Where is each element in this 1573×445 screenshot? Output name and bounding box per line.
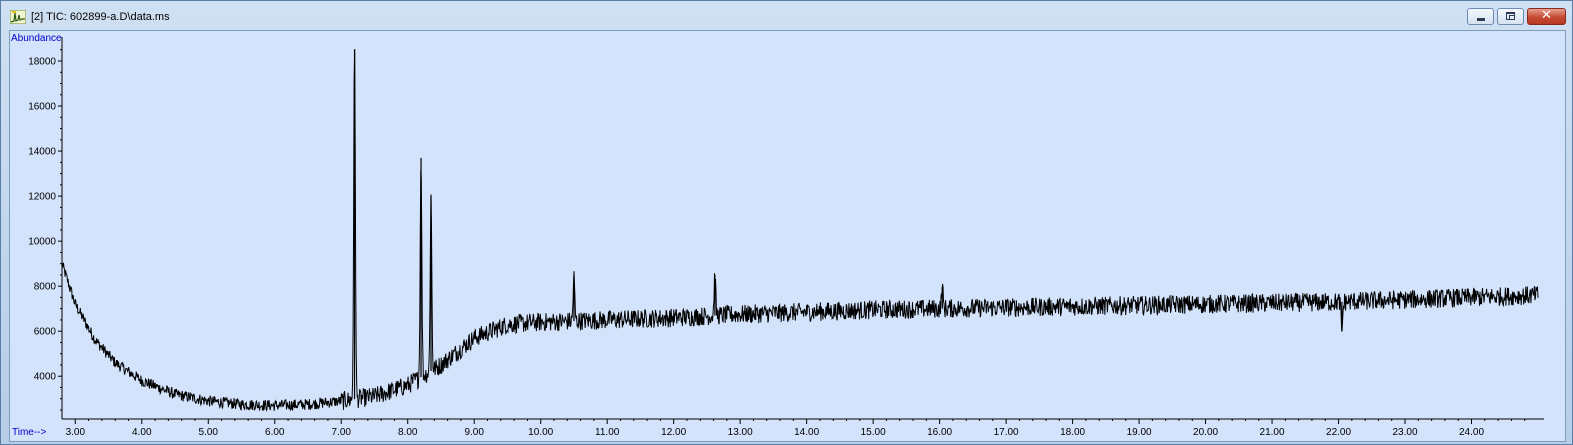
- x-tick-label: 3.00: [66, 427, 86, 438]
- y-tick-label: 14000: [28, 147, 56, 158]
- x-tick-label: 9.00: [464, 427, 484, 438]
- peak-markers: [353, 49, 1343, 400]
- x-tick-label: 24.00: [1459, 427, 1484, 438]
- y-tick-label: 4000: [34, 372, 57, 383]
- y-tick-label: 6000: [34, 327, 57, 338]
- x-tick-label: 14.00: [794, 427, 819, 438]
- x-tick-label: 16.00: [927, 427, 952, 438]
- x-tick-label: 5.00: [199, 427, 219, 438]
- x-tick-label: 6.00: [265, 427, 285, 438]
- tic-chart[interactable]: Abundance Time--> 4000 6000 8000 10000 12000…: [10, 31, 1565, 441]
- chromatogram-plot[interactable]: Abundance Time--> 4000 6000 8000 10000 12000…: [9, 30, 1566, 442]
- minimize-icon: [1477, 18, 1485, 21]
- x-tick-label: 4.00: [132, 427, 152, 438]
- x-tick-label: 10.00: [528, 427, 553, 438]
- maximize-button[interactable]: [1497, 8, 1524, 25]
- close-button[interactable]: ✕: [1527, 8, 1566, 25]
- x-tick-label: 18.00: [1060, 427, 1085, 438]
- close-icon: ✕: [1541, 8, 1552, 23]
- x-tick-label: 15.00: [861, 427, 886, 438]
- y-axis: 4000 6000 8000 10000 12000 14000 16000 18000: [28, 37, 63, 419]
- x-axis-label: Time-->: [12, 427, 47, 438]
- x-tick-label: 23.00: [1393, 427, 1418, 438]
- chromatogram-app-icon: [10, 10, 26, 24]
- y-tick-label: 12000: [28, 192, 56, 203]
- x-tick-label: 12.00: [661, 427, 686, 438]
- x-tick-label: 11.00: [595, 427, 620, 438]
- x-tick-label: 21.00: [1260, 427, 1285, 438]
- title-bar[interactable]: [2] TIC: 602899-a.D\data.ms ✕: [1, 1, 1572, 30]
- y-tick-label: 16000: [28, 102, 56, 113]
- x-tick-label: 8.00: [398, 427, 418, 438]
- x-tick-label: 7.00: [332, 427, 352, 438]
- y-axis-label: Abundance: [11, 33, 62, 44]
- x-tick-label: 17.00: [994, 427, 1019, 438]
- y-tick-label: 18000: [28, 57, 56, 68]
- minimize-button[interactable]: [1467, 8, 1494, 25]
- x-axis: 3.00 4.00 5.00 6.00 7.00 8.00 9.00 10.00 11.00 12…: [62, 418, 1544, 438]
- x-tick-label: 19.00: [1127, 427, 1152, 438]
- window-title: [2] TIC: 602899-a.D\data.ms: [31, 11, 170, 23]
- restore-icon-inner: [1509, 15, 1515, 20]
- x-tick-label: 13.00: [728, 427, 753, 438]
- y-tick-label: 10000: [28, 237, 56, 248]
- tic-trace-series: [61, 49, 1539, 412]
- x-tick-label: 20.00: [1193, 427, 1218, 438]
- x-tick-label: 22.00: [1326, 427, 1351, 438]
- y-tick-label: 8000: [34, 282, 57, 293]
